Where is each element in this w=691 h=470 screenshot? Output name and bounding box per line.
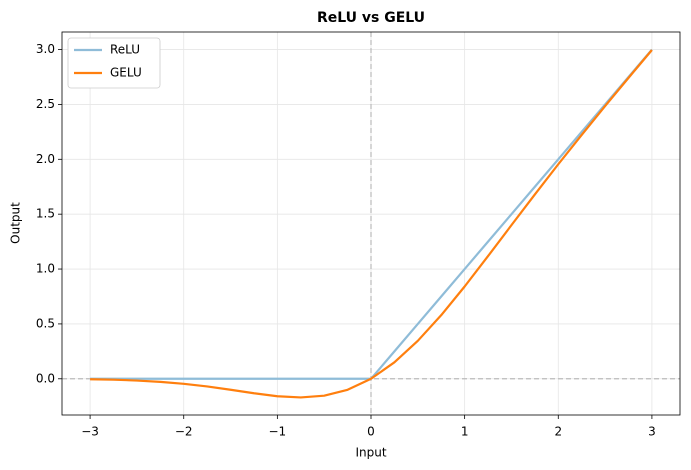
y-tick-label: 2.5 [36,97,55,111]
x-tick-label: −1 [269,425,287,439]
x-tick-label: 0 [367,425,375,439]
x-tick-label: 1 [461,425,469,439]
legend-label: ReLU [110,43,140,57]
y-tick-label: 0.0 [36,371,55,385]
y-tick-label: 0.5 [36,316,55,330]
x-tick-label: 2 [554,425,562,439]
x-tick-label: −2 [175,425,193,439]
y-tick-label: 2.0 [36,152,55,166]
x-tick-label: −3 [81,425,99,439]
y-tick-label: 1.0 [36,262,55,276]
y-axis-label: Output [9,202,23,244]
x-axis-label: Input [355,446,386,460]
y-tick-label: 1.5 [36,207,55,221]
y-tick-label: 3.0 [36,42,55,56]
line-series [90,49,653,399]
axes-frame [61,31,681,416]
legend-label: GELU [110,66,142,80]
x-tick-label: 3 [648,425,656,439]
chart-title: ReLU vs GELU [317,10,425,26]
